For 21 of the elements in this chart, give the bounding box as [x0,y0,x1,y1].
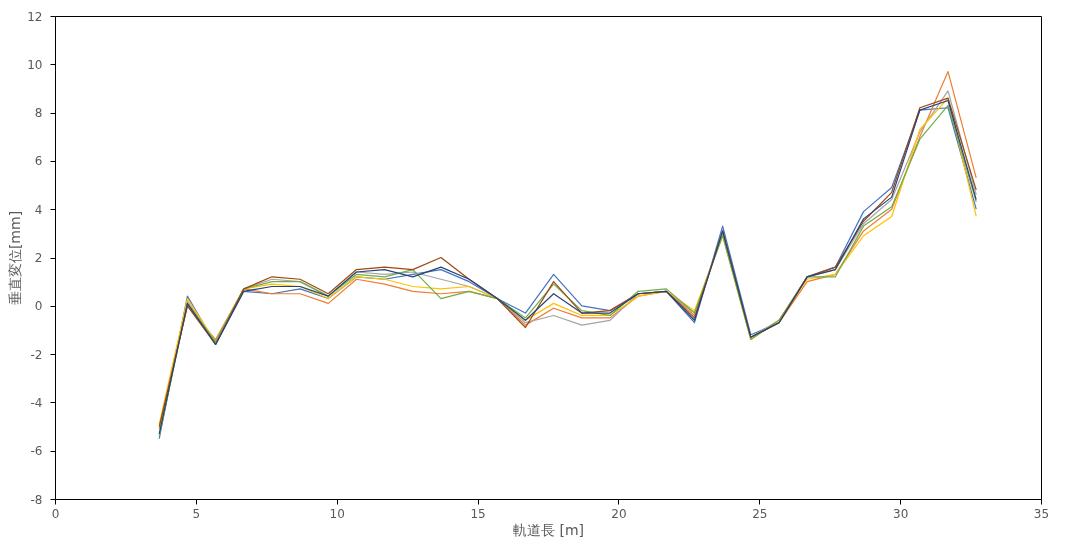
x-tick-label: 25 [752,506,768,521]
y-tick-label: -4 [30,395,43,410]
x-tick-label: 15 [470,506,486,521]
y-tick-label: -8 [30,492,43,507]
x-tick-label: 5 [192,506,201,521]
y-tick-label: 10 [27,57,43,72]
x-tick-label: 20 [611,506,627,521]
x-tick-label: 10 [329,506,345,521]
y-tick-label: 8 [34,106,43,121]
y-tick-label: 6 [34,154,43,169]
y-tick-label: 4 [34,202,43,217]
y-tick-label: 12 [27,9,43,24]
x-tick-label: 0 [51,506,60,521]
x-tick-label: 30 [893,506,909,521]
y-tick-label: 2 [34,251,43,265]
y-tick-label: -6 [30,444,43,459]
x-axis-title: 軌道長 [m] [512,521,585,538]
y-tick-label: -2 [30,347,43,362]
y-tick-label: 0 [34,299,43,314]
y-axis-title: 垂直変位[mm] [7,210,24,306]
x-tick-label: 35 [1033,506,1050,521]
